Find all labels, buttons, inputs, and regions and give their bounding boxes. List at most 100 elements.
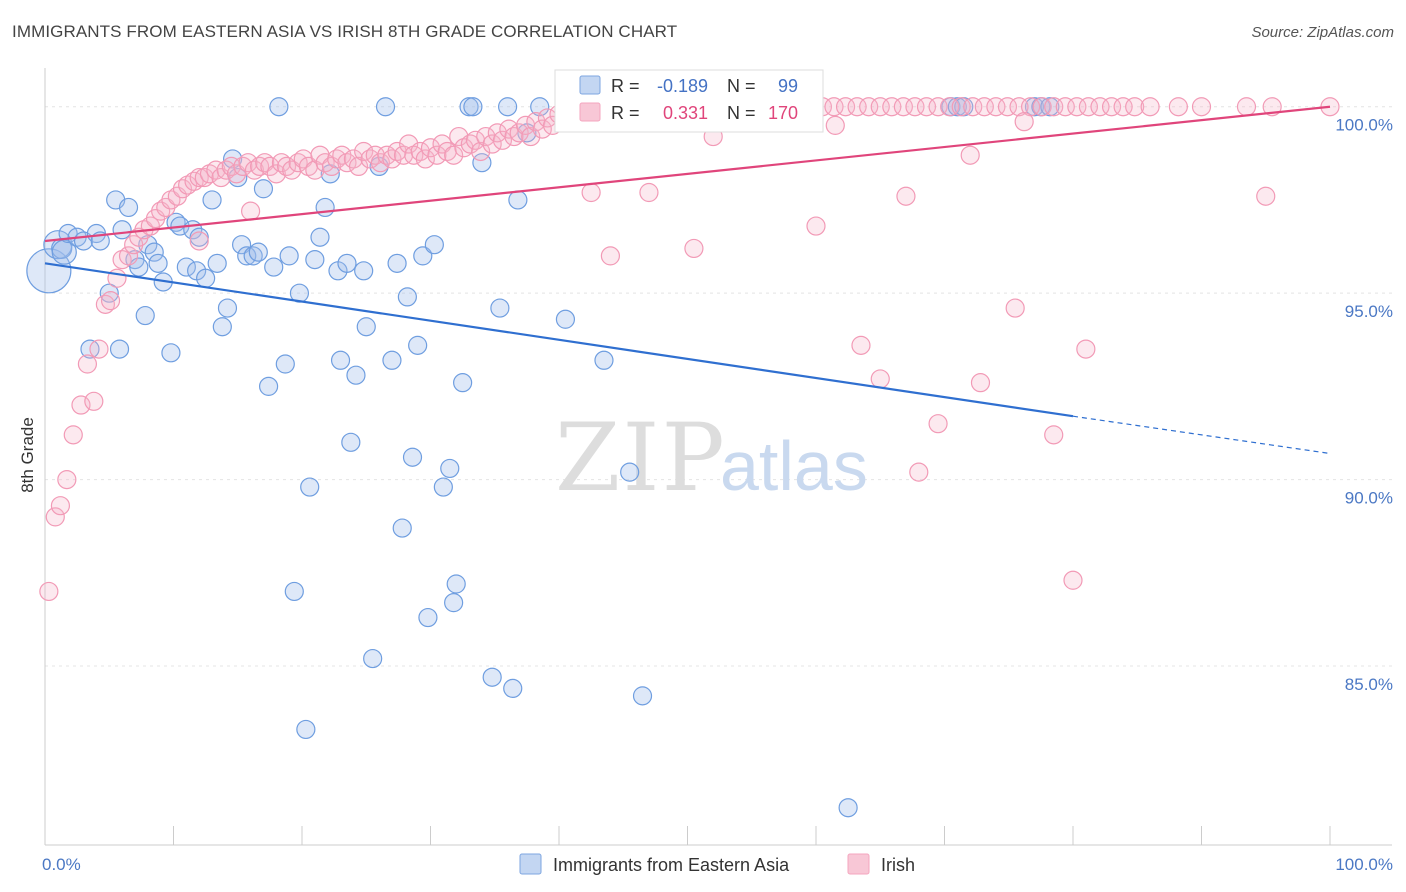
point-s1-143 xyxy=(1125,97,1145,117)
point-s1-67 xyxy=(415,149,435,169)
point-s1-37 xyxy=(249,156,270,176)
series-layer xyxy=(26,97,1340,818)
point-s1-7 xyxy=(84,391,104,411)
point-s1-60 xyxy=(377,145,397,165)
point-s1-156 xyxy=(825,115,845,135)
point-s1-142 xyxy=(1113,97,1133,117)
point-s0-12 xyxy=(109,339,130,359)
point-s0-90 xyxy=(594,350,614,370)
point-s0-61 xyxy=(363,648,383,669)
point-s1-119 xyxy=(847,97,867,117)
stats-r-value-2: 0.331 xyxy=(663,103,708,123)
point-s0-67 xyxy=(397,287,417,307)
point-s1-11 xyxy=(107,268,127,288)
point-s1-39 xyxy=(260,156,280,176)
point-s1-127 xyxy=(940,97,960,117)
point-s1-159 xyxy=(896,186,916,206)
stats-n-value-1: 99 xyxy=(778,76,798,96)
point-s0-70 xyxy=(413,246,433,266)
point-s1-125 xyxy=(916,97,937,117)
point-s1-129 xyxy=(963,97,983,117)
point-s0-33 xyxy=(217,298,238,318)
point-s0-81 xyxy=(482,667,502,687)
point-s1-131 xyxy=(986,97,1006,117)
point-s1-132 xyxy=(997,97,1018,117)
point-s1-124 xyxy=(905,97,925,117)
point-s1-2 xyxy=(50,496,71,516)
point-s1-121 xyxy=(870,97,890,117)
y-tick-label-3: 100.0% xyxy=(1335,116,1393,135)
stats-n-label-2: N = xyxy=(727,103,756,123)
point-s0-60 xyxy=(356,317,376,337)
point-s1-26 xyxy=(189,167,209,188)
point-s0-58 xyxy=(346,365,366,385)
watermark: ZIP atlas xyxy=(555,404,868,513)
chart-title: IMMIGRANTS FROM EASTERN ASIA VS IRISH 8T… xyxy=(12,22,678,41)
y-tick-label-2: 95.0% xyxy=(1345,302,1393,321)
point-s0-52 xyxy=(315,197,335,218)
point-s0-44 xyxy=(275,354,295,374)
point-s1-161 xyxy=(928,414,948,434)
point-s1-155 xyxy=(806,216,826,236)
stats-n-value-2: 170 xyxy=(768,103,798,123)
point-s1-163 xyxy=(970,373,991,393)
legend-swatch-irish xyxy=(847,853,870,875)
point-s0-48 xyxy=(296,719,316,740)
legend-label-irish: Irish xyxy=(881,855,915,875)
point-s1-35 xyxy=(238,153,258,173)
point-s0-17 xyxy=(135,305,155,326)
point-s0-91 xyxy=(620,462,640,482)
stats-box: R = -0.189 N = 99 R = 0.331 N = 170 xyxy=(554,69,824,133)
point-s1-152 xyxy=(639,182,659,203)
point-s0-83 xyxy=(498,97,518,117)
stats-swatch-blue xyxy=(579,75,601,95)
point-s0-87 xyxy=(530,97,550,117)
point-s1-42 xyxy=(276,156,297,176)
point-s1-133 xyxy=(1009,97,1029,117)
point-s1-8 xyxy=(89,339,109,359)
point-s1-168 xyxy=(1076,339,1096,359)
point-s1-3 xyxy=(57,470,77,490)
point-s1-158 xyxy=(870,369,890,389)
point-s0-30 xyxy=(202,190,222,210)
point-s1-59 xyxy=(370,153,390,173)
trendline-s1 xyxy=(44,105,1331,243)
point-s1-165 xyxy=(1014,112,1034,132)
point-s0-25 xyxy=(176,257,196,277)
point-s0-68 xyxy=(402,447,423,467)
point-s0-42 xyxy=(264,257,284,277)
point-s1-130 xyxy=(974,97,994,117)
point-s1-118 xyxy=(835,97,856,117)
point-s1-5 xyxy=(71,395,91,415)
x-tick-label-1: 100.0% xyxy=(1335,855,1393,874)
point-s1-9 xyxy=(95,294,115,314)
point-s0-94 xyxy=(838,798,858,818)
axes xyxy=(44,68,1392,846)
point-s0-75 xyxy=(444,593,464,613)
point-s1-135 xyxy=(1032,97,1052,117)
point-s1-0 xyxy=(39,581,59,602)
point-s1-88 xyxy=(532,119,552,139)
point-s0-41 xyxy=(258,376,279,396)
point-s1-126 xyxy=(928,97,948,117)
stats-r-label-2: R = xyxy=(611,103,640,123)
point-s0-14 xyxy=(118,197,139,218)
chart-source: Source: ZipAtlas.com xyxy=(1251,24,1394,41)
point-s0-43 xyxy=(269,97,289,117)
point-s0-66 xyxy=(392,518,412,538)
point-s0-57 xyxy=(341,432,361,452)
legend-label-eastern-asia: Immigrants from Eastern Asia xyxy=(553,855,790,875)
point-s0-63 xyxy=(375,97,396,117)
point-s1-139 xyxy=(1078,97,1099,117)
trendline-ext-s0 xyxy=(1072,415,1331,455)
point-s1-1 xyxy=(45,507,65,527)
point-s0-55 xyxy=(330,350,351,370)
point-s0-64 xyxy=(382,350,402,370)
point-s1-128 xyxy=(951,97,971,117)
point-s0-49 xyxy=(300,477,320,497)
point-s1-27 xyxy=(194,167,214,188)
point-s0-92 xyxy=(632,686,653,706)
point-s1-147 xyxy=(1236,97,1257,117)
point-s1-55 xyxy=(348,156,369,176)
point-s1-150 xyxy=(581,182,601,203)
